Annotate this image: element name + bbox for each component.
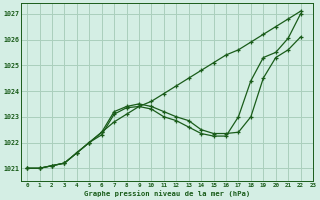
X-axis label: Graphe pression niveau de la mer (hPa): Graphe pression niveau de la mer (hPa) bbox=[84, 190, 250, 197]
